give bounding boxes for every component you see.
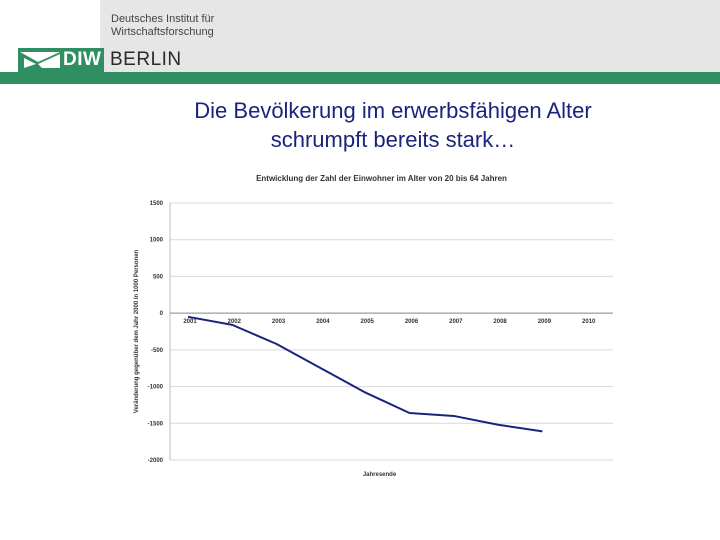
x-tick-label: 2005 [361, 319, 375, 325]
y-tick-label: -1000 [148, 385, 164, 391]
y-tick-label: 1000 [150, 238, 164, 244]
x-tick-label: 2002 [228, 319, 242, 325]
x-axis-label: Jahresende [363, 472, 397, 478]
slide-title: Die Bevölkerung im erwerbsfähigen Alter … [100, 96, 686, 154]
y-tick-label: 500 [153, 274, 164, 280]
x-tick-label: 2006 [405, 319, 419, 325]
x-tick-label: 2010 [582, 319, 596, 325]
logo-diw: DIW [63, 49, 102, 70]
institute-name-line1: Deutsches Institut für [111, 13, 215, 25]
chart-svg: Entwicklung der Zahl der Einwohner im Al… [134, 174, 613, 478]
x-tick-label: 2001 [183, 319, 197, 325]
logo-city: BERLIN [110, 49, 182, 70]
slide-title-line2: schrumpft bereits stark… [270, 127, 516, 152]
header-grey-panel [100, 0, 720, 72]
chart: Entwicklung der Zahl der Einwohner im Al… [130, 168, 620, 480]
header-green-bar [0, 72, 720, 84]
x-tick-label: 2007 [449, 319, 463, 325]
y-tick-label: -1500 [148, 421, 164, 427]
x-tick-label: 2003 [272, 319, 286, 325]
x-tick-label: 2008 [493, 319, 507, 325]
y-tick-label: 1500 [150, 201, 164, 207]
y-tick-label: -2000 [148, 458, 164, 464]
institute-name-line2: Wirtschaftsforschung [111, 26, 214, 38]
logo-arrow-icon [20, 52, 60, 68]
y-tick-label: -500 [151, 348, 164, 354]
y-axis-label: Veränderung gegenüber dem Jahr 2000 in 1… [134, 249, 140, 413]
chart-title: Entwicklung der Zahl der Einwohner im Al… [256, 174, 507, 183]
slide-title-line1: Die Bevölkerung im erwerbsfähigen Alter [194, 98, 592, 123]
series-line [187, 315, 543, 433]
x-tick-label: 2009 [538, 319, 552, 325]
y-tick-label: 0 [160, 311, 164, 317]
x-tick-label: 2004 [316, 319, 330, 325]
